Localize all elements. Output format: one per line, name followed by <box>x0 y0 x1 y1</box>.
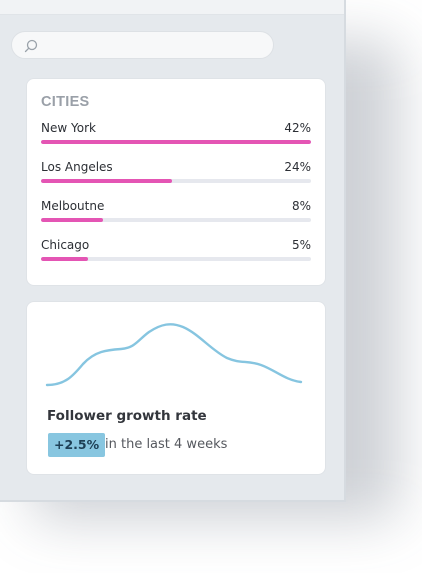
progress-fill <box>41 179 172 183</box>
growth-change-badge: +2.5% <box>48 433 106 457</box>
city-row-new-york: New York 42% <box>41 121 311 145</box>
search-icon <box>24 39 38 53</box>
city-percent: 42% <box>284 121 311 135</box>
city-percent: 24% <box>284 160 311 174</box>
cities-title: CITIES <box>41 94 90 110</box>
search-input[interactable] <box>46 32 266 58</box>
progress-track <box>41 179 311 183</box>
progress-track <box>41 140 311 144</box>
city-percent: 8% <box>291 199 311 213</box>
search-bar[interactable] <box>11 31 274 59</box>
city-row-los-angeles: Los Angeles 24% <box>41 160 311 184</box>
follower-growth-card: Follower growth rate +2.5% in the last 4… <box>26 301 326 475</box>
growth-period: in the last 4 weeks <box>105 437 228 452</box>
cities-card: CITIES New York 42% Los Angeles 24% Melb… <box>26 78 326 286</box>
growth-curve <box>45 323 303 387</box>
progress-track <box>41 218 311 222</box>
city-row-chicago: Chicago 5% <box>41 238 311 262</box>
app-window: CITIES New York 42% Los Angeles 24% Melb… <box>0 0 346 502</box>
progress-fill <box>41 218 104 222</box>
progress-track <box>41 257 311 261</box>
city-name: Melboutne <box>41 199 105 213</box>
window-top-strip <box>0 0 344 15</box>
growth-title: Follower growth rate <box>47 408 207 424</box>
city-name: New York <box>41 121 96 135</box>
progress-fill <box>41 140 311 144</box>
city-percent: 5% <box>291 238 311 252</box>
growth-line <box>45 323 303 387</box>
city-name: Chicago <box>41 238 90 252</box>
progress-fill <box>41 257 89 261</box>
city-name: Los Angeles <box>41 160 113 174</box>
city-row-melbourne: Melboutne 8% <box>41 199 311 223</box>
